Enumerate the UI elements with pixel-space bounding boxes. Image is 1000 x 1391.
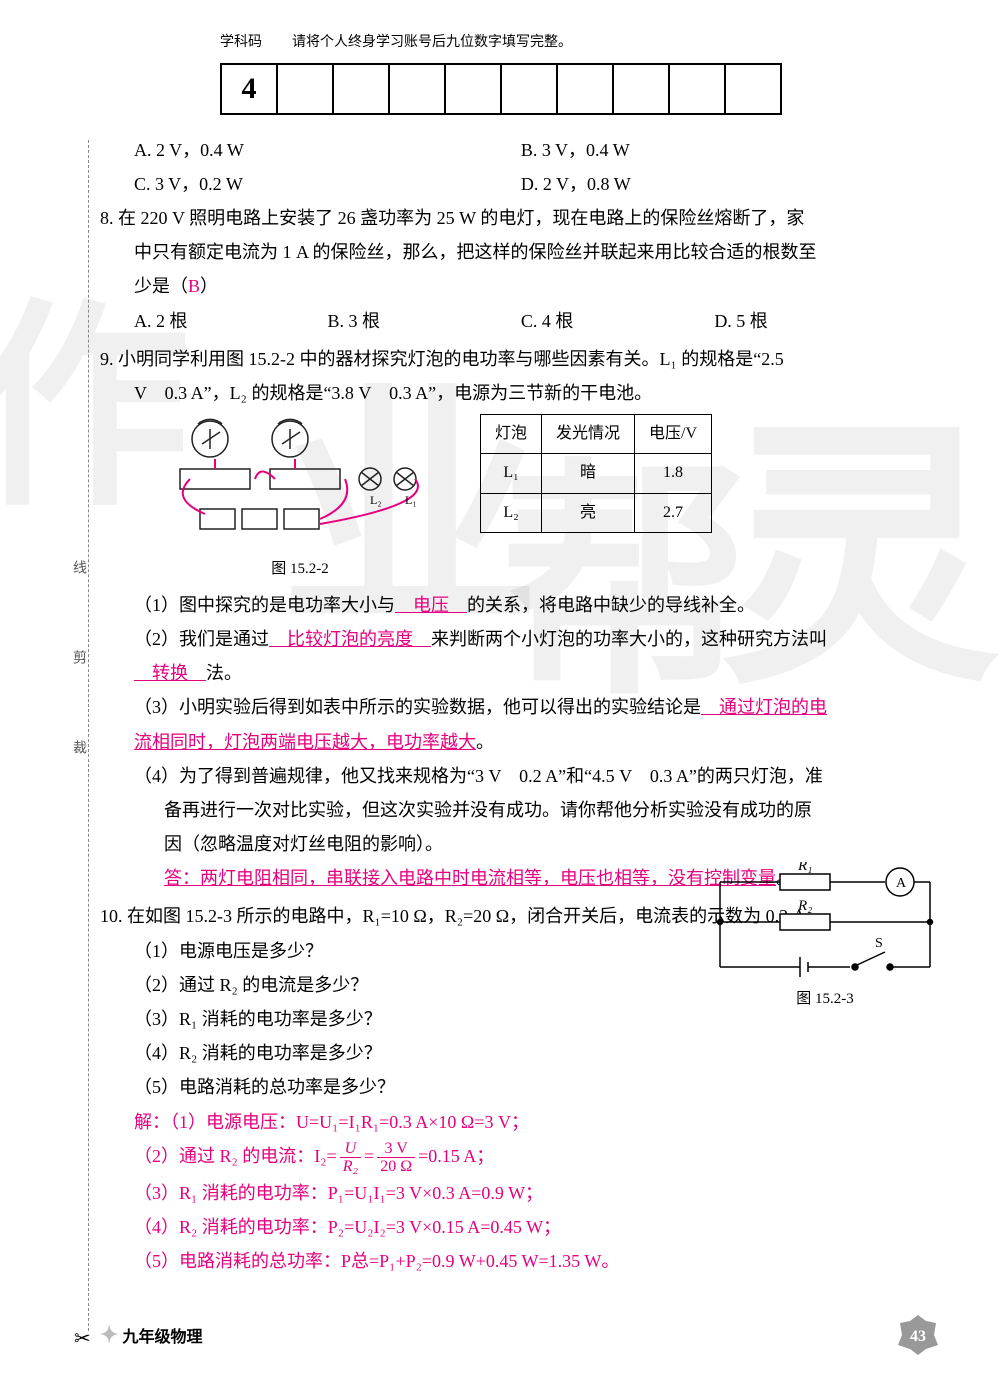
q8-option-b: B. 3 根: [327, 304, 520, 338]
account-box[interactable]: [668, 63, 726, 115]
q8-option-c: C. 4 根: [521, 304, 714, 338]
q9-p3: （3）小明实验后得到如表中所示的实验数据，他可以得出的实验结论是 通过灯泡的电: [134, 690, 940, 724]
page-number-badge: 43: [896, 1313, 940, 1357]
q10-sol3: （3）R₁ 消耗的电功率：P₁=U₁I₁=3 V×0.3 A=0.9 W；: [134, 1176, 940, 1210]
q8-line2: 中只有额定电流为 1 A 的保险丝，那么，把这样的保险丝并联起来用比较合适的根数…: [134, 235, 940, 269]
q9-line1: 9. 小明同学利用图 15.2-2 中的器材探究灯泡的电功率与哪些因素有关。L₁…: [100, 342, 940, 376]
account-box[interactable]: [332, 63, 390, 115]
account-box[interactable]: [556, 63, 614, 115]
q9-p2-answer1: 比较灯泡的亮度: [269, 629, 431, 649]
q9-line2: V 0.3 A”，L₂ 的规格是“3.8 V 0.3 A”，电源为三节新的干电池…: [134, 376, 940, 410]
q9: 9. 小明同学利用图 15.2-2 中的器材探究灯泡的电功率与哪些因素有关。L₁…: [100, 342, 940, 896]
q8-line3: 少是（B）: [134, 269, 940, 303]
q9-p3-answer2: 流相同时，灯泡两端电压越大，电功率越大: [134, 732, 476, 752]
subject-code-label: 学科码: [220, 30, 262, 57]
q9-p4c: 因（忽略温度对灯丝电阻的影响）。: [164, 827, 940, 861]
svg-text:S: S: [875, 936, 883, 951]
svg-text:L₂: L₂: [370, 493, 382, 507]
svg-text:R₁: R₁: [797, 862, 812, 874]
q9-data-table: 灯泡 发光情况 电压/V L₁ 暗 1.8 L₂ 亮 2.7: [480, 414, 712, 533]
q9-p4b: 备再进行一次对比实验，但这次实验并没有成功。请你帮他分析实验没有成功的原: [164, 793, 940, 827]
q8-line1: 8. 在 220 V 照明电路上安装了 26 盏功率为 25 W 的电灯，现在电…: [100, 201, 940, 235]
fill-instruction: 请将个人终身学习账号后九位数字填写完整。: [292, 30, 572, 57]
footer-left: ✦ 九年级物理: [100, 1322, 202, 1348]
q10-sol2: （2）通过 R₂ 的电流：I₂=UR₂=3 V20 Ω=0.15 A；: [134, 1139, 940, 1176]
account-box-0[interactable]: 4: [220, 63, 278, 115]
q10-p5: （5）电路消耗的总功率是多少？: [134, 1070, 940, 1104]
q10-circuit-diagram: R₁ R₂ A S 图 15.2-3: [710, 862, 940, 1008]
account-boxes: 4: [220, 63, 940, 115]
svg-text:A: A: [896, 876, 907, 891]
table-header: 电压/V: [635, 415, 712, 454]
q7-options: A. 2 V，0.4 W B. 3 V，0.4 W C. 3 V，0.2 W D…: [134, 133, 940, 201]
scissor-icon: ✂: [74, 1326, 91, 1351]
q9-fig-label: 图 15.2-2: [160, 555, 440, 584]
account-box[interactable]: [444, 63, 502, 115]
q10-sol1: 解：（1）电源电压：U=U₁=I₁R₁=0.3 A×10 Ω=3 V；: [134, 1105, 940, 1139]
account-box[interactable]: [500, 63, 558, 115]
account-box[interactable]: [276, 63, 334, 115]
q8: 8. 在 220 V 照明电路上安装了 26 盏功率为 25 W 的电灯，现在电…: [100, 201, 940, 338]
q9-p2b: 转换 法。: [134, 656, 940, 690]
q9-p3-answer: 通过灯泡的电: [701, 697, 827, 717]
q10-sol5: （5）电路消耗的总功率：P总=P₁+P₂=0.9 W+0.45 W=1.35 W…: [134, 1244, 940, 1278]
q8-option-a: A. 2 根: [134, 304, 327, 338]
table-header: 灯泡: [481, 415, 542, 454]
account-box[interactable]: [388, 63, 446, 115]
q8-option-d: D. 5 根: [714, 304, 907, 338]
table-header: 发光情况: [542, 415, 635, 454]
header-labels: 学科码 请将个人终身学习账号后九位数字填写完整。: [220, 30, 940, 57]
q9-p4a: （4）为了得到普遍规律，他又找来规格为“3 V 0.2 A”和“4.5 V 0.…: [134, 759, 940, 793]
q7-option-c: C. 3 V，0.2 W: [134, 167, 521, 201]
q9-p3b: 流相同时，灯泡两端电压越大，电功率越大。: [134, 725, 940, 759]
q9-p4-answer: 答：两灯电阻相同，串联接入电路中时电流相等，电压也相等，没有控制变量: [164, 868, 776, 888]
q9-p2: （2）我们是通过 比较灯泡的亮度 来判断两个小灯泡的功率大小的，这种研究方法叫: [134, 622, 940, 656]
q9-p1-answer: 电压: [395, 595, 467, 615]
q7-option-b: B. 3 V，0.4 W: [521, 133, 908, 167]
svg-text:L₁: L₁: [405, 493, 417, 507]
q7-option-a: A. 2 V，0.4 W: [134, 133, 521, 167]
table-row: L₂ 亮 2.7: [481, 493, 712, 532]
q8-answer: B: [188, 276, 200, 296]
q9-circuit-diagram: L₂ L₁ 图 15.2-2: [160, 414, 440, 584]
q10-sol4: （4）R₂ 消耗的电功率：P₂=U₂I₂=3 V×0.15 A=0.45 W；: [134, 1210, 940, 1244]
q9-diagram-row: L₂ L₁ 图 15.2-2 灯泡 发光情况 电压/V L₁ 暗 1.8 L₂: [160, 414, 940, 584]
q9-p2-answer2: 转换: [134, 663, 206, 683]
account-box[interactable]: [724, 63, 782, 115]
star-icon: ✦: [100, 1322, 118, 1347]
q7-option-d: D. 2 V，0.8 W: [521, 167, 908, 201]
svg-text:43: 43: [910, 1328, 926, 1345]
q10-p4: （4）R₂ 消耗的电功率是多少？: [134, 1036, 940, 1070]
q8-options: A. 2 根 B. 3 根 C. 4 根 D. 5 根: [134, 304, 940, 338]
account-box[interactable]: [612, 63, 670, 115]
q9-p1: （1）图中探究的是电功率大小与 电压 的关系，将电路中缺少的导线补全。: [134, 588, 940, 622]
table-row: L₁ 暗 1.8: [481, 454, 712, 493]
svg-text:R₂: R₂: [797, 898, 812, 914]
page-footer: ✦ 九年级物理 43: [100, 1313, 940, 1357]
q10-fig-label: 图 15.2-3: [710, 987, 940, 1008]
